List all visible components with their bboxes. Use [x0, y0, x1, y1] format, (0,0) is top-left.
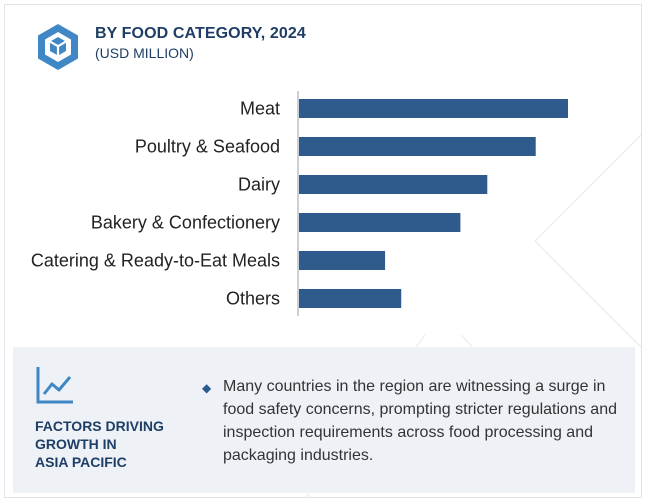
- bar: [299, 175, 488, 194]
- bar: [299, 213, 461, 232]
- chart-subtitle: (USD MILLION): [95, 45, 194, 61]
- category-label: Catering & Ready-to-Eat Meals: [31, 251, 280, 271]
- bar: [299, 99, 568, 118]
- cube-logo-icon: [38, 24, 78, 70]
- category-label: Bakery & Confectionery: [91, 213, 280, 233]
- category-label: Poultry & Seafood: [135, 137, 280, 157]
- factors-title-line: ASIA PACIFIC: [35, 454, 127, 470]
- category-label: Meat: [240, 99, 280, 119]
- category-label: Dairy: [238, 175, 280, 195]
- category-label: Others: [226, 289, 280, 309]
- chart-title: BY FOOD CATEGORY, 2024: [95, 25, 306, 42]
- trend-chart-icon: [36, 367, 73, 404]
- factors-title: FACTORS DRIVING GROWTH IN ASIA PACIFIC: [35, 417, 205, 471]
- bar: [299, 251, 386, 270]
- factor-description: Many countries in the region are witness…: [223, 378, 617, 464]
- report-card: BY FOOD CATEGORY, 2024 (USD MILLION) Mea…: [4, 4, 642, 498]
- diamond-bullet-icon: ◆: [202, 381, 212, 395]
- factors-title-line: FACTORS DRIVING: [35, 418, 164, 434]
- bar: [299, 289, 402, 308]
- factors-panel: FACTORS DRIVING GROWTH IN ASIA PACIFIC ◆…: [13, 347, 635, 493]
- bar-chart: Meat Poultry & Seafood Dairy Bakery & Confe…: [31, 91, 568, 316]
- bar: [299, 137, 536, 156]
- factors-title-line: GROWTH IN: [35, 436, 117, 452]
